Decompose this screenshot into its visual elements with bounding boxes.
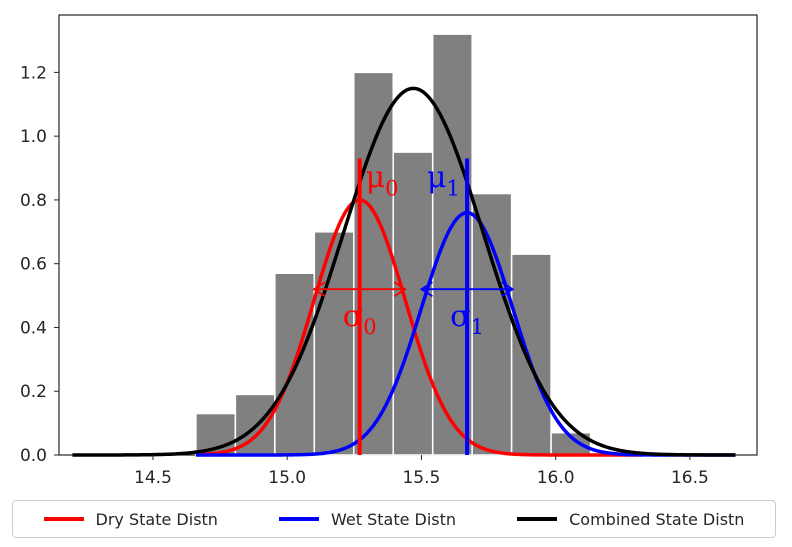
y-tick-label: 0.0 (20, 446, 47, 466)
x-tick-label: 16.0 (537, 468, 575, 488)
y-tick-label: 0.6 (20, 255, 47, 275)
dry-state-curve (195, 198, 642, 457)
x-tick-label: 15.5 (402, 468, 440, 488)
combined-state-curve (72, 86, 736, 457)
histogram-bar (392, 151, 434, 456)
legend-label-wet: Wet State Distn (331, 509, 457, 529)
y-tick-label: 1.2 (20, 63, 47, 83)
y-tick-label: 0.8 (20, 191, 47, 211)
histogram-bar (313, 231, 355, 456)
legend-item-combined: Combined State Distn (517, 510, 744, 529)
sigma0-arrow-head-left (312, 281, 326, 297)
legend-label-combined: Combined State Distn (569, 509, 745, 529)
y-tick-label: 1.0 (20, 127, 47, 147)
y-tick-label: 0.4 (20, 318, 47, 338)
histogram-bar (471, 192, 513, 456)
x-axis: 14.5 15.0 15.5 16.0 16.5 (134, 455, 709, 488)
x-tick-label: 14.5 (134, 468, 172, 488)
legend-swatch-wet (279, 517, 319, 521)
sigma0-arrow-head-right (393, 281, 407, 297)
legend-label-dry: Dry State Distn (95, 509, 218, 529)
sigma1-arrow (419, 281, 515, 297)
y-axis: 0.0 0.2 0.4 0.6 0.8 1.0 1.2 (20, 63, 59, 466)
legend-swatch-combined (517, 517, 558, 521)
legend: Dry State Distn Wet State Distn Combined… (12, 500, 776, 538)
histogram-bar (510, 253, 552, 456)
sigma1-arrow-head-right (501, 281, 515, 297)
legend-item-wet: Wet State Distn (279, 510, 456, 529)
histogram-bars (195, 33, 592, 456)
legend-swatch-dry (43, 517, 84, 521)
x-tick-label: 15.0 (268, 468, 306, 488)
legend-item-dry: Dry State Distn (43, 509, 218, 529)
x-tick-label: 16.5 (671, 468, 709, 488)
sigma0-arrow (312, 281, 407, 297)
sigma1-arrow-head-left (419, 281, 433, 297)
y-tick-label: 0.2 (20, 382, 47, 402)
